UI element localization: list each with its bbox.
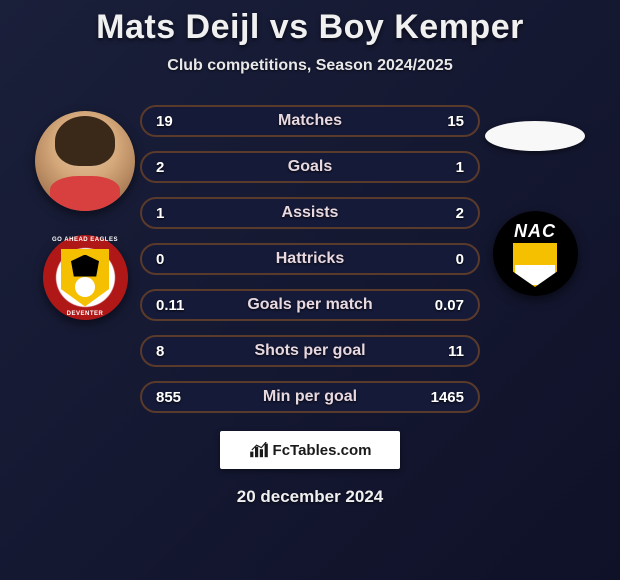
comparison-row: GO AHEAD EAGLES DEVENTER 19 Matches 15 2… [0,103,620,413]
stat-right-value: 1465 [428,389,464,406]
badge-left-crest-icon [61,249,109,307]
player-left-photo [35,111,135,211]
stat-row-matches: 19 Matches 15 [140,105,480,137]
stat-row-shots-per-goal: 8 Shots per goal 11 [140,335,480,367]
stat-right-value: 15 [428,113,464,130]
date-label: 20 december 2024 [237,487,384,507]
badge-left-ring-bottom: DEVENTER [43,311,128,317]
team-badge-right: NAC [493,211,578,296]
stat-right-value: 2 [428,205,464,222]
bar-chart-icon [249,442,269,458]
page-title: Mats Deijl vs Boy Kemper [96,8,524,47]
stat-row-goals: 2 Goals 1 [140,151,480,183]
player-right-column: NAC [480,103,590,296]
stat-row-min-per-goal: 855 Min per goal 1465 [140,381,480,413]
stat-right-value: 0.07 [428,297,464,314]
player-right-photo [485,121,585,151]
stat-row-assists: 1 Assists 2 [140,197,480,229]
stat-right-value: 1 [428,159,464,176]
subtitle: Club competitions, Season 2024/2025 [167,57,452,75]
stat-row-hattricks: 0 Hattricks 0 [140,243,480,275]
brand-text: FcTables.com [273,442,372,459]
infographic-container: Mats Deijl vs Boy Kemper Club competitio… [0,0,620,580]
badge-right-shield-icon [513,243,557,287]
badge-left-ring-top: GO AHEAD EAGLES [43,237,128,243]
badge-right-text: NAC [493,221,578,242]
team-badge-left: GO AHEAD EAGLES DEVENTER [43,235,128,320]
stat-row-goals-per-match: 0.11 Goals per match 0.07 [140,289,480,321]
brand-logo: FcTables.com [220,431,400,469]
stats-column: 19 Matches 15 2 Goals 1 1 Assists 2 0 Ha… [140,103,480,413]
player-left-column: GO AHEAD EAGLES DEVENTER [30,103,140,320]
stat-right-value: 11 [428,343,464,360]
stat-right-value: 0 [428,251,464,268]
